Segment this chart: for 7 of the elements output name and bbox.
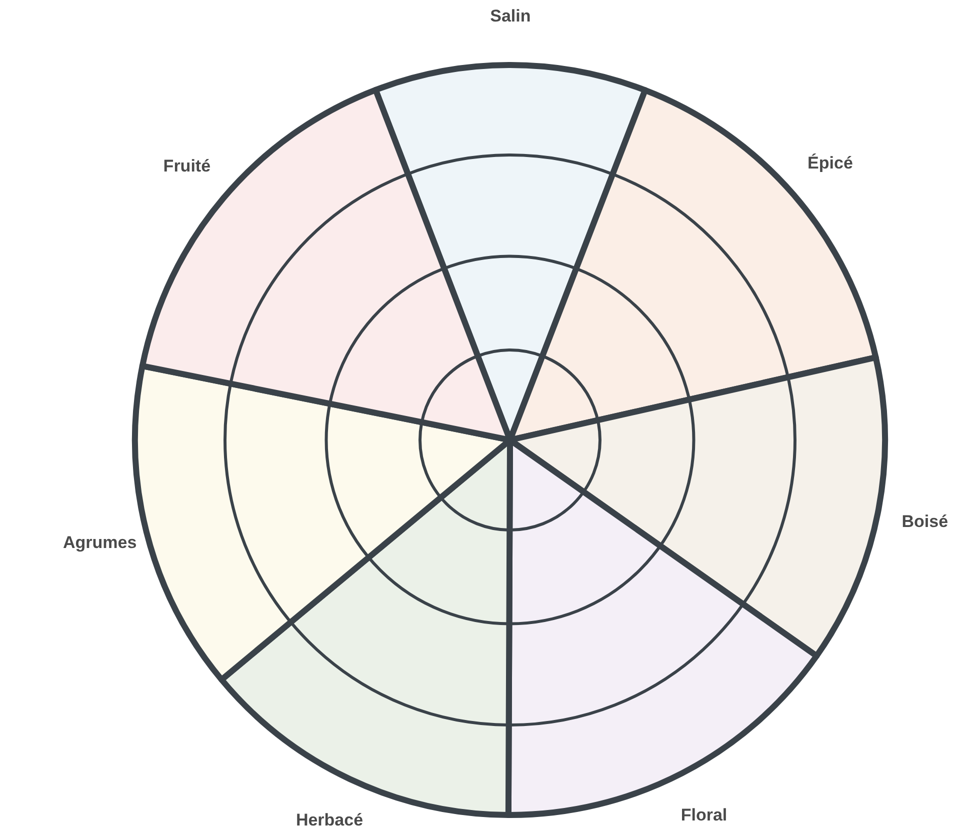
slice-label: Herbacé [296, 810, 364, 830]
slice-label: Salin [490, 6, 531, 26]
slice-label: Agrumes [63, 533, 137, 552]
slice-label: Fruité [163, 156, 211, 176]
slice-label: Épicé [808, 152, 853, 172]
slice-label: Floral [680, 806, 728, 825]
slice-label: Boisé [902, 512, 948, 531]
